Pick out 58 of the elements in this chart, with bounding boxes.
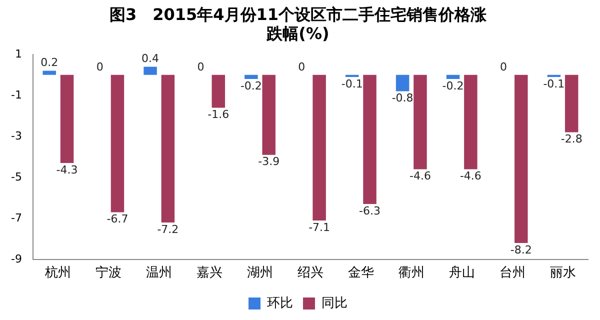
data-label: 0: [500, 60, 507, 74]
data-label: -4.3: [56, 163, 78, 176]
x-tick-label: 台州: [499, 266, 526, 281]
data-label: -0.1: [543, 77, 565, 90]
x-tick-label: 宁波: [96, 264, 122, 281]
x-tick-label: 舟山: [448, 266, 475, 281]
legend-label: 环比: [267, 296, 293, 311]
bar: [446, 74, 460, 79]
y-tick-label: -7: [11, 211, 22, 224]
data-label: -1.6: [208, 108, 230, 122]
data-label: -6.7: [106, 212, 128, 226]
legend-label: 同比: [322, 296, 348, 311]
data-label: -0.1: [341, 77, 363, 90]
data-label: -8.2: [510, 243, 532, 256]
bar: [396, 74, 410, 92]
bar: [312, 74, 326, 220]
data-label: -6.3: [359, 204, 381, 218]
data-label: -3.9: [258, 155, 280, 168]
y-tick-label: -9: [11, 252, 22, 266]
data-label: -4.6: [409, 170, 431, 183]
bar: [144, 66, 157, 75]
x-tick-label: 温州: [146, 266, 172, 281]
data-label: 0.2: [40, 56, 58, 70]
bar: [363, 74, 376, 204]
chart-title: 图3 2015年4月份11个设区市二手住宅销售价格涨跌幅(%): [109, 4, 488, 43]
bar: [514, 74, 528, 243]
bar: [244, 74, 258, 79]
y-tick-label: 1: [14, 47, 22, 60]
bar: [414, 74, 427, 170]
x-tick-label: 绍兴: [297, 266, 324, 281]
data-label: -0.8: [392, 92, 414, 105]
bar: [110, 74, 124, 212]
data-label: 0: [96, 60, 104, 74]
bar: [212, 74, 226, 108]
y-tick-label: -3: [11, 129, 22, 142]
x-tick-label: 丽水: [550, 266, 576, 281]
bar: [161, 74, 175, 222]
bar: [42, 70, 56, 75]
data-label: -2.8: [560, 132, 582, 146]
x-tick-label: 湖州: [247, 266, 274, 281]
bar: [262, 74, 276, 155]
data-label: -4.6: [460, 170, 482, 183]
x-tick-label: 金华: [348, 266, 374, 281]
data-label: 0.4: [142, 52, 160, 66]
data-label: -7.2: [157, 222, 179, 236]
bar: [464, 74, 478, 170]
data-label: -0.2: [240, 79, 262, 92]
data-label: -7.1: [308, 220, 330, 234]
y-tick-label: -1: [11, 88, 22, 102]
bar: [564, 74, 578, 132]
data-label: 0: [197, 60, 204, 74]
y-tick-label: -5: [11, 170, 22, 184]
data-label: -0.2: [442, 79, 464, 92]
x-tick-label: 嘉兴: [196, 266, 223, 281]
bar: [60, 74, 74, 164]
data-label: 0: [298, 60, 306, 74]
x-tick-label: 杭州: [44, 266, 72, 281]
x-tick-label: 衢州: [398, 266, 424, 281]
